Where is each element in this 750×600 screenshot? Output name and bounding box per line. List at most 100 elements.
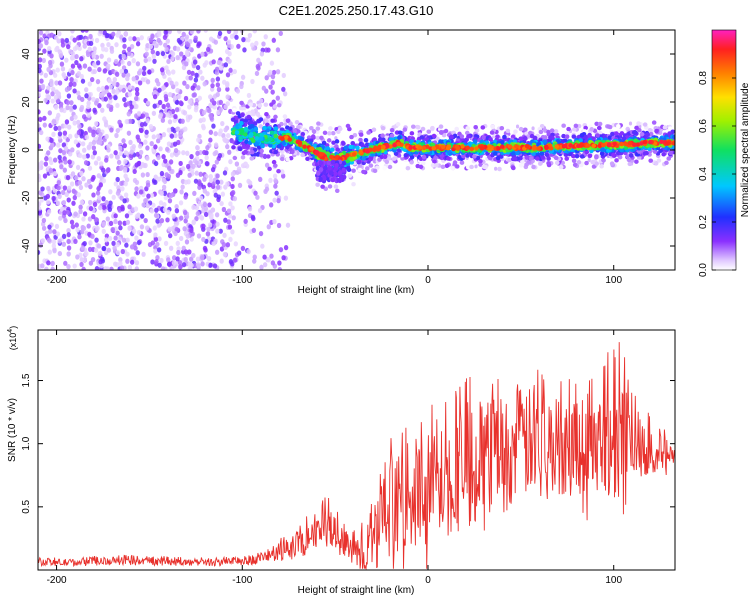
noise-speckle xyxy=(171,69,176,75)
noise-speckle xyxy=(115,82,120,88)
noise-speckle xyxy=(85,153,90,159)
noise-speckle xyxy=(80,245,85,251)
noise-speckle xyxy=(232,68,237,75)
noise-speckle xyxy=(55,231,60,237)
noise-speckle xyxy=(206,256,212,262)
noise-speckle xyxy=(211,59,216,65)
noise-speckle xyxy=(164,46,169,53)
noise-speckle xyxy=(118,150,123,157)
noise-speckle xyxy=(144,112,149,118)
noise-speckle xyxy=(262,262,268,268)
noise-speckle xyxy=(208,36,214,42)
noise-speckle xyxy=(174,99,180,106)
signal-pixel xyxy=(601,158,606,163)
noise-speckle xyxy=(195,145,200,151)
noise-speckle xyxy=(69,105,74,111)
noise-speckle xyxy=(195,256,201,262)
noise-speckle xyxy=(66,245,72,251)
noise-speckle xyxy=(84,251,89,257)
signal-pixel xyxy=(316,121,321,126)
signal-pixel xyxy=(637,149,642,154)
noise-speckle xyxy=(78,208,83,215)
noise-speckle xyxy=(186,69,192,75)
noise-speckle xyxy=(52,187,57,193)
noise-speckle xyxy=(236,43,241,49)
noise-speckle xyxy=(140,172,146,178)
noise-speckle xyxy=(53,104,59,110)
noise-speckle xyxy=(197,95,203,101)
noise-speckle xyxy=(176,249,181,256)
signal-pixel xyxy=(625,154,631,159)
noise-speckle xyxy=(131,143,136,150)
noise-speckle xyxy=(208,173,213,180)
signal-pixel xyxy=(287,126,293,131)
noise-speckle xyxy=(101,196,106,202)
noise-speckle xyxy=(515,124,520,129)
noise-speckle xyxy=(81,176,86,182)
noise-speckle xyxy=(207,108,212,114)
noise-speckle xyxy=(63,146,69,152)
noise-speckle xyxy=(140,113,146,119)
noise-speckle xyxy=(96,173,102,179)
noise-speckle xyxy=(159,170,165,177)
signal-pixel xyxy=(510,151,516,156)
noise-speckle xyxy=(50,260,55,266)
signal-pixel xyxy=(466,164,471,170)
noise-speckle xyxy=(86,104,91,110)
noise-speckle xyxy=(263,34,268,40)
signal-pixel xyxy=(232,107,237,113)
signal-pixel xyxy=(250,109,256,114)
signal-pixel xyxy=(386,156,392,161)
noise-speckle xyxy=(38,63,42,69)
noise-speckle xyxy=(138,68,143,74)
signal-pixel xyxy=(249,124,255,129)
noise-speckle xyxy=(207,182,212,188)
signal-pixel xyxy=(472,139,478,144)
noise-speckle xyxy=(151,149,157,155)
noise-speckle xyxy=(97,139,103,146)
noise-speckle xyxy=(60,38,65,45)
noise-speckle xyxy=(118,225,123,231)
noise-speckle xyxy=(152,89,158,96)
signal-pixel xyxy=(492,151,498,156)
noise-speckle xyxy=(58,215,63,221)
noise-speckle xyxy=(38,116,43,123)
noise-speckle xyxy=(97,66,102,73)
noise-speckle xyxy=(107,78,112,84)
noise-speckle xyxy=(103,237,109,243)
noise-speckle xyxy=(150,49,156,55)
signal-pixel xyxy=(264,118,269,124)
noise-speckle xyxy=(270,80,275,86)
noise-speckle xyxy=(114,132,119,139)
signal-pixel xyxy=(627,161,633,167)
signal-pixel xyxy=(351,168,356,173)
noise-speckle xyxy=(145,79,151,85)
noise-speckle xyxy=(202,201,208,208)
noise-speckle xyxy=(171,260,177,266)
noise-speckle xyxy=(42,173,48,179)
signal-pixel xyxy=(311,129,317,134)
signal-pixel xyxy=(303,147,309,153)
noise-speckle xyxy=(50,142,55,148)
noise-speckle xyxy=(105,167,111,173)
noise-speckle xyxy=(135,151,140,157)
noise-speckle xyxy=(129,44,135,50)
signal-pixel xyxy=(343,145,349,150)
noise-speckle xyxy=(230,261,235,267)
noise-speckle xyxy=(178,200,184,206)
noise-speckle xyxy=(115,102,120,109)
noise-speckle xyxy=(174,81,179,87)
signal-pixel xyxy=(418,164,424,170)
signal-pixel xyxy=(358,137,363,143)
noise-speckle xyxy=(134,235,139,241)
noise-speckle xyxy=(218,65,223,71)
noise-speckle xyxy=(189,236,194,242)
noise-speckle xyxy=(269,253,274,259)
noise-speckle xyxy=(149,208,155,214)
noise-speckle xyxy=(225,133,231,139)
signal-pixel xyxy=(255,152,261,157)
noise-speckle xyxy=(226,208,232,214)
noise-speckle xyxy=(83,160,89,166)
noise-speckle xyxy=(53,125,58,131)
noise-speckle xyxy=(54,223,60,229)
